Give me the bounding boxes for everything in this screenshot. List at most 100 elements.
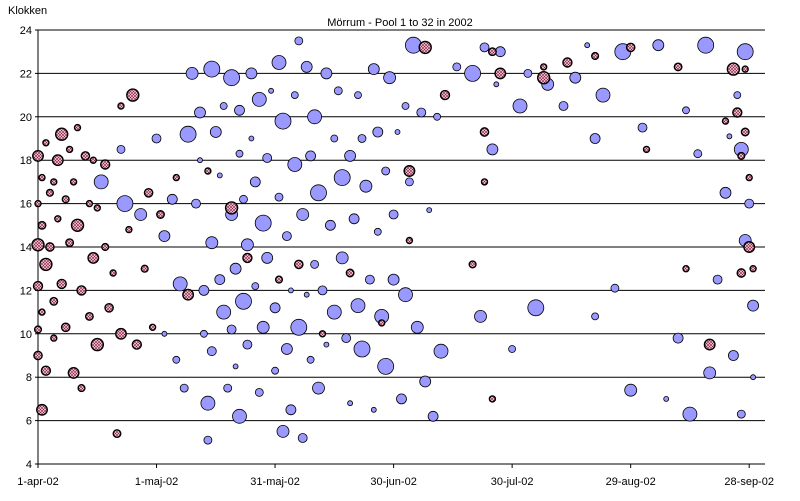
pink-data-point: [99, 159, 111, 170]
pink-data-point: [745, 173, 753, 182]
blue-data-point: [300, 61, 313, 73]
pink-data-point: [104, 302, 114, 313]
blue-data-point: [333, 169, 351, 187]
pink-data-point: [378, 319, 386, 327]
pink-data-point: [84, 311, 94, 321]
blue-data-point: [307, 109, 323, 125]
x-tick-label: 1-maj-02: [135, 476, 178, 488]
blue-data-point: [232, 408, 247, 424]
y-tick-label: 14: [20, 242, 32, 254]
blue-data-point: [206, 346, 217, 357]
pink-data-point: [69, 178, 78, 186]
blue-data-point: [744, 198, 755, 209]
blue-data-point: [251, 92, 267, 107]
blue-data-point: [274, 192, 284, 202]
chart-title: Mörrum - Pool 1 to 32 in 2002: [327, 17, 473, 29]
blue-data-point: [172, 276, 188, 292]
blue-data-point: [209, 126, 222, 138]
blue-data-point: [367, 63, 380, 75]
blue-data-point: [179, 383, 189, 393]
blue-data-point: [377, 357, 395, 375]
blue-data-point: [268, 87, 275, 94]
blue-data-point: [296, 208, 310, 221]
blue-data-point: [116, 195, 134, 213]
pink-data-point: [740, 127, 750, 137]
blue-data-point: [624, 383, 638, 397]
blue-data-point: [312, 381, 325, 395]
y-tick-label: 8: [26, 372, 32, 384]
blue-data-point: [245, 67, 258, 80]
blue-data-point: [134, 208, 148, 221]
blue-data-point: [512, 98, 528, 114]
pink-data-point: [591, 51, 600, 61]
blue-data-point: [726, 133, 733, 140]
blue-data-point: [591, 312, 599, 321]
pink-data-point: [77, 384, 86, 393]
blue-data-point: [276, 424, 290, 438]
pink-data-point: [56, 278, 67, 290]
pink-data-point: [345, 268, 355, 278]
pink-data-point: [65, 145, 74, 154]
blue-data-point: [185, 67, 199, 80]
blue-data-point: [347, 400, 354, 407]
blue-data-point: [251, 282, 260, 291]
pink-data-point: [418, 40, 432, 55]
blue-data-point: [223, 383, 233, 393]
y-axis-label: Klokken: [8, 5, 47, 17]
blue-data-point: [383, 71, 397, 85]
pink-data-point: [32, 280, 44, 292]
blue-data-point: [271, 55, 287, 70]
blue-data-point: [219, 102, 228, 110]
pink-data-point: [540, 63, 548, 71]
blue-data-point: [232, 363, 239, 370]
blue-data-point: [280, 343, 293, 355]
pink-data-point: [109, 269, 117, 277]
y-tick-label: 24: [20, 25, 32, 37]
blue-data-point: [324, 219, 336, 231]
pink-data-point: [34, 199, 42, 208]
pink-data-point: [89, 156, 98, 164]
pink-data-point: [36, 403, 48, 416]
blue-data-point: [235, 149, 244, 158]
blue-data-point: [205, 236, 219, 250]
blue-data-point: [474, 309, 487, 323]
blue-data-point: [305, 150, 317, 162]
blue-data-point: [256, 320, 270, 334]
blue-data-point: [401, 102, 410, 110]
axis-layer: 4 6 8 10 12 14 16 18 20 22 24 1-apr-02 1-maj-02 31-ma…: [17, 25, 774, 488]
blue-data-point: [285, 404, 297, 416]
pink-data-point: [403, 165, 416, 177]
pink-data-point: [50, 334, 58, 342]
blue-data-point: [396, 393, 407, 405]
blue-data-point: [269, 302, 281, 314]
pink-data-point: [65, 238, 75, 248]
pink-data-point: [242, 252, 253, 264]
blue-data-point: [235, 292, 252, 310]
pink-data-point: [537, 70, 551, 85]
pink-data-point: [736, 268, 747, 278]
blue-data-point: [93, 174, 109, 190]
blue-data-point: [197, 157, 203, 164]
blue-data-point: [652, 39, 665, 52]
pink-data-point: [479, 127, 490, 137]
pink-data-point: [101, 242, 110, 252]
blue-data-point: [158, 230, 171, 243]
x-tick-label: 28-sep-02: [724, 476, 774, 488]
pink-data-point: [625, 42, 636, 53]
pink-data-point: [737, 151, 746, 160]
blue-data-point: [364, 274, 375, 285]
pink-data-point: [318, 330, 327, 338]
pink-data-point: [494, 67, 507, 80]
x-tick-label: 31-maj-02: [250, 476, 300, 488]
pink-data-point: [49, 296, 59, 306]
blue-data-point: [216, 304, 232, 320]
blue-data-point: [736, 43, 754, 61]
pink-data-point: [40, 365, 52, 376]
blue-data-point: [223, 69, 241, 87]
blue-data-point: [335, 251, 349, 265]
blue-data-point: [508, 345, 516, 353]
pink-data-point: [749, 265, 757, 273]
grid-layer: [38, 29, 765, 422]
